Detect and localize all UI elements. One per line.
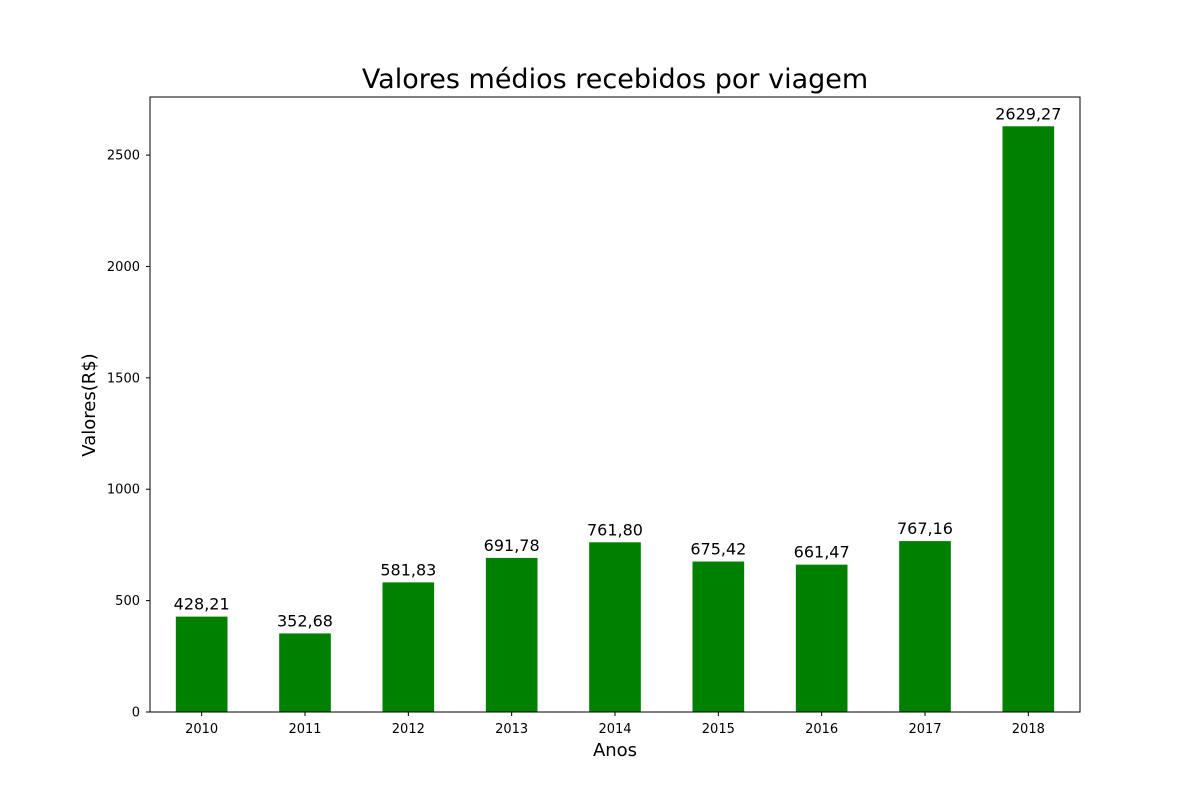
- x-tick-label-2010: 2010: [185, 722, 218, 737]
- x-tick-label-2014: 2014: [598, 722, 631, 737]
- data-labels: 428,21 352,68 581,83 691,78 761,80 675,42 661,…: [174, 104, 1062, 630]
- bar-2010: [175, 616, 228, 712]
- x-tick-label-2015: 2015: [702, 722, 735, 737]
- data-label-2014: 761,80: [587, 520, 643, 539]
- x-tick-label-2016: 2016: [805, 722, 838, 737]
- y-tick-label-0: 0: [132, 706, 140, 721]
- x-tick-label-2017: 2017: [908, 722, 941, 737]
- bar-2015: [692, 561, 745, 712]
- y-tick-label-1000: 1000: [107, 483, 140, 498]
- x-tick-label-2013: 2013: [495, 722, 528, 737]
- data-label-2018: 2629,27: [995, 104, 1061, 123]
- data-label-2013: 691,78: [484, 536, 540, 555]
- bar-2014: [589, 542, 641, 712]
- data-label-2011: 352,68: [277, 611, 333, 630]
- x-axis: 2010 2011 2012 2013 2014 2015 2016 2017 2018: [185, 712, 1045, 737]
- y-axis-label: Valores(R$): [79, 353, 100, 456]
- data-label-2010: 428,21: [174, 595, 230, 614]
- bar-2016: [795, 564, 848, 712]
- x-axis-label: Anos: [593, 740, 637, 761]
- bar-2011: [279, 633, 331, 712]
- x-tick-label-2018: 2018: [1012, 722, 1045, 737]
- y-axis: 0 500 1000 1500 2000 2500: [107, 149, 150, 721]
- chart-title: Valores médios recebidos por viagem: [362, 64, 868, 95]
- data-label-2015: 675,42: [690, 540, 746, 559]
- y-tick-label-2000: 2000: [107, 260, 140, 275]
- y-tick-label-2500: 2500: [107, 149, 140, 164]
- bar-2013: [485, 557, 538, 712]
- bars: [175, 126, 1055, 712]
- y-tick-label-500: 500: [115, 594, 140, 609]
- data-label-2012: 581,83: [380, 560, 436, 579]
- data-label-2016: 661,47: [794, 543, 850, 562]
- bar-2017: [899, 541, 951, 712]
- data-label-2017: 767,16: [897, 519, 953, 538]
- x-tick-label-2011: 2011: [288, 722, 321, 737]
- x-tick-label-2012: 2012: [392, 722, 425, 737]
- bar-2018: [1002, 126, 1055, 712]
- y-tick-label-1500: 1500: [107, 371, 140, 386]
- bar-2012: [382, 582, 435, 712]
